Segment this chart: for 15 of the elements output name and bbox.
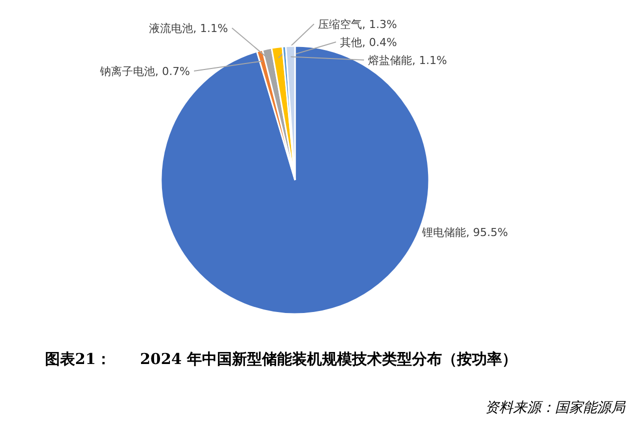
- data-label: , 1.1%: [412, 54, 447, 67]
- slice-label: 钠离子电池: [99, 65, 156, 78]
- data-label: , 0.7%: [155, 65, 190, 78]
- data-label: , 1.3%: [362, 18, 397, 31]
- slice-label: 其他: [340, 36, 362, 49]
- text: 资料来源：国家能源局: [485, 400, 626, 416]
- slice-label: 熔盐储能: [368, 54, 412, 67]
- slice-label: 锂电储能: [421, 226, 466, 239]
- data-label: , 1.1%: [193, 22, 228, 35]
- data-label: , 0.4%: [362, 36, 397, 49]
- data-label: , 95.5%: [466, 226, 508, 239]
- text: 图表21：: [45, 350, 111, 368]
- text: 2024 年中国新型储能装机规模技术类型分布（按功率）: [140, 350, 517, 368]
- slice-label: 压缩空气: [318, 18, 362, 31]
- slice-label: 液流电池: [149, 22, 194, 35]
